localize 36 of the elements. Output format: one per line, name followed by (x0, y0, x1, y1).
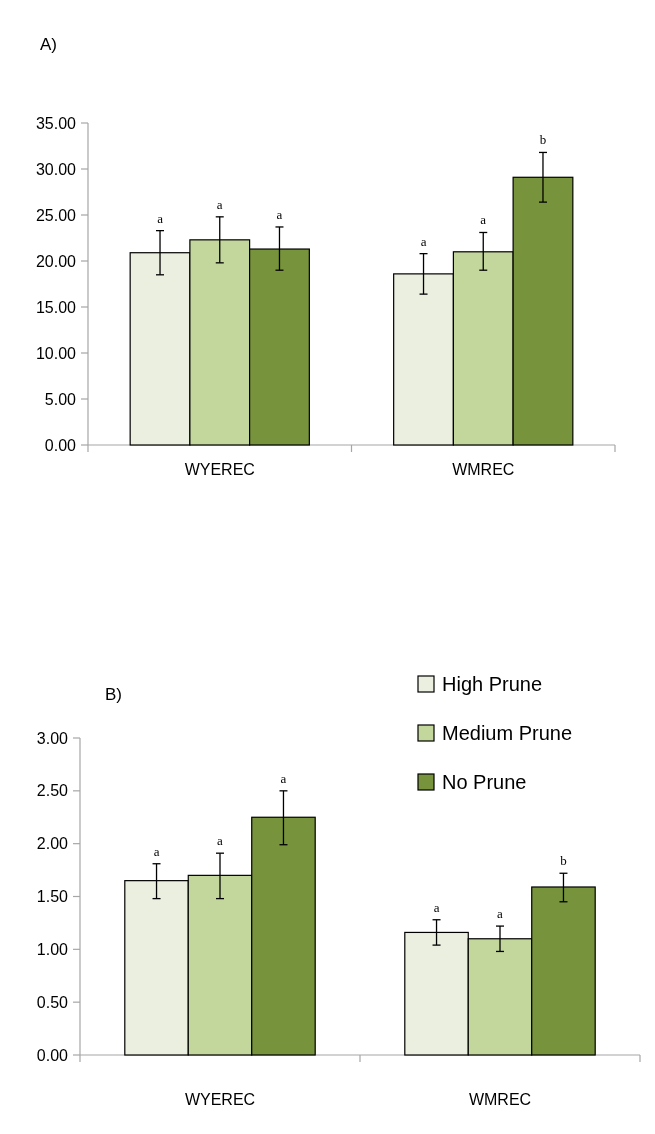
data-label: a (216, 196, 223, 212)
data-label: a (497, 906, 504, 922)
y-tick-label: 30.00 (35, 160, 77, 178)
y-tick-label: 0.50 (36, 993, 69, 1011)
data-label: a (276, 206, 283, 222)
data-label: b (539, 132, 547, 148)
y-tick-label: 15.00 (35, 298, 77, 316)
data-label: a (153, 843, 160, 859)
y-tick-label: 0.00 (36, 1046, 69, 1064)
y-tick-label: 0.00 (44, 436, 77, 454)
y-tick-label: 2.50 (36, 782, 69, 800)
data-label: a (420, 233, 427, 249)
x-tick-label: WYEREC (184, 1091, 256, 1108)
y-tick-label: 1.00 (36, 940, 69, 958)
x-tick-label: WMREC (452, 461, 515, 478)
legend-label: High Prune (442, 673, 543, 695)
data-label: a (217, 833, 224, 849)
y-tick-label: 2.00 (36, 835, 69, 853)
y-tick-label: 25.00 (35, 206, 77, 224)
chart-title: B) (105, 685, 122, 704)
data-label: a (280, 770, 287, 786)
data-label: a (433, 899, 440, 915)
x-tick-label: WYEREC (184, 461, 255, 478)
x-tick-label: WMREC (468, 1091, 532, 1108)
data-label: a (157, 210, 164, 226)
data-label: a (480, 212, 487, 228)
y-tick-label: 3.00 (36, 729, 69, 747)
y-tick-label: 1.50 (36, 888, 69, 906)
chart-title: A) (40, 35, 57, 54)
y-tick-label: 5.00 (44, 390, 77, 408)
y-tick-label: 35.00 (35, 114, 77, 132)
y-tick-label: 20.00 (35, 252, 77, 270)
y-tick-label: 10.00 (35, 344, 77, 362)
legend-label: No Prune (442, 771, 527, 793)
data-label: b (560, 853, 567, 869)
legend-label: Medium Prune (442, 722, 573, 744)
